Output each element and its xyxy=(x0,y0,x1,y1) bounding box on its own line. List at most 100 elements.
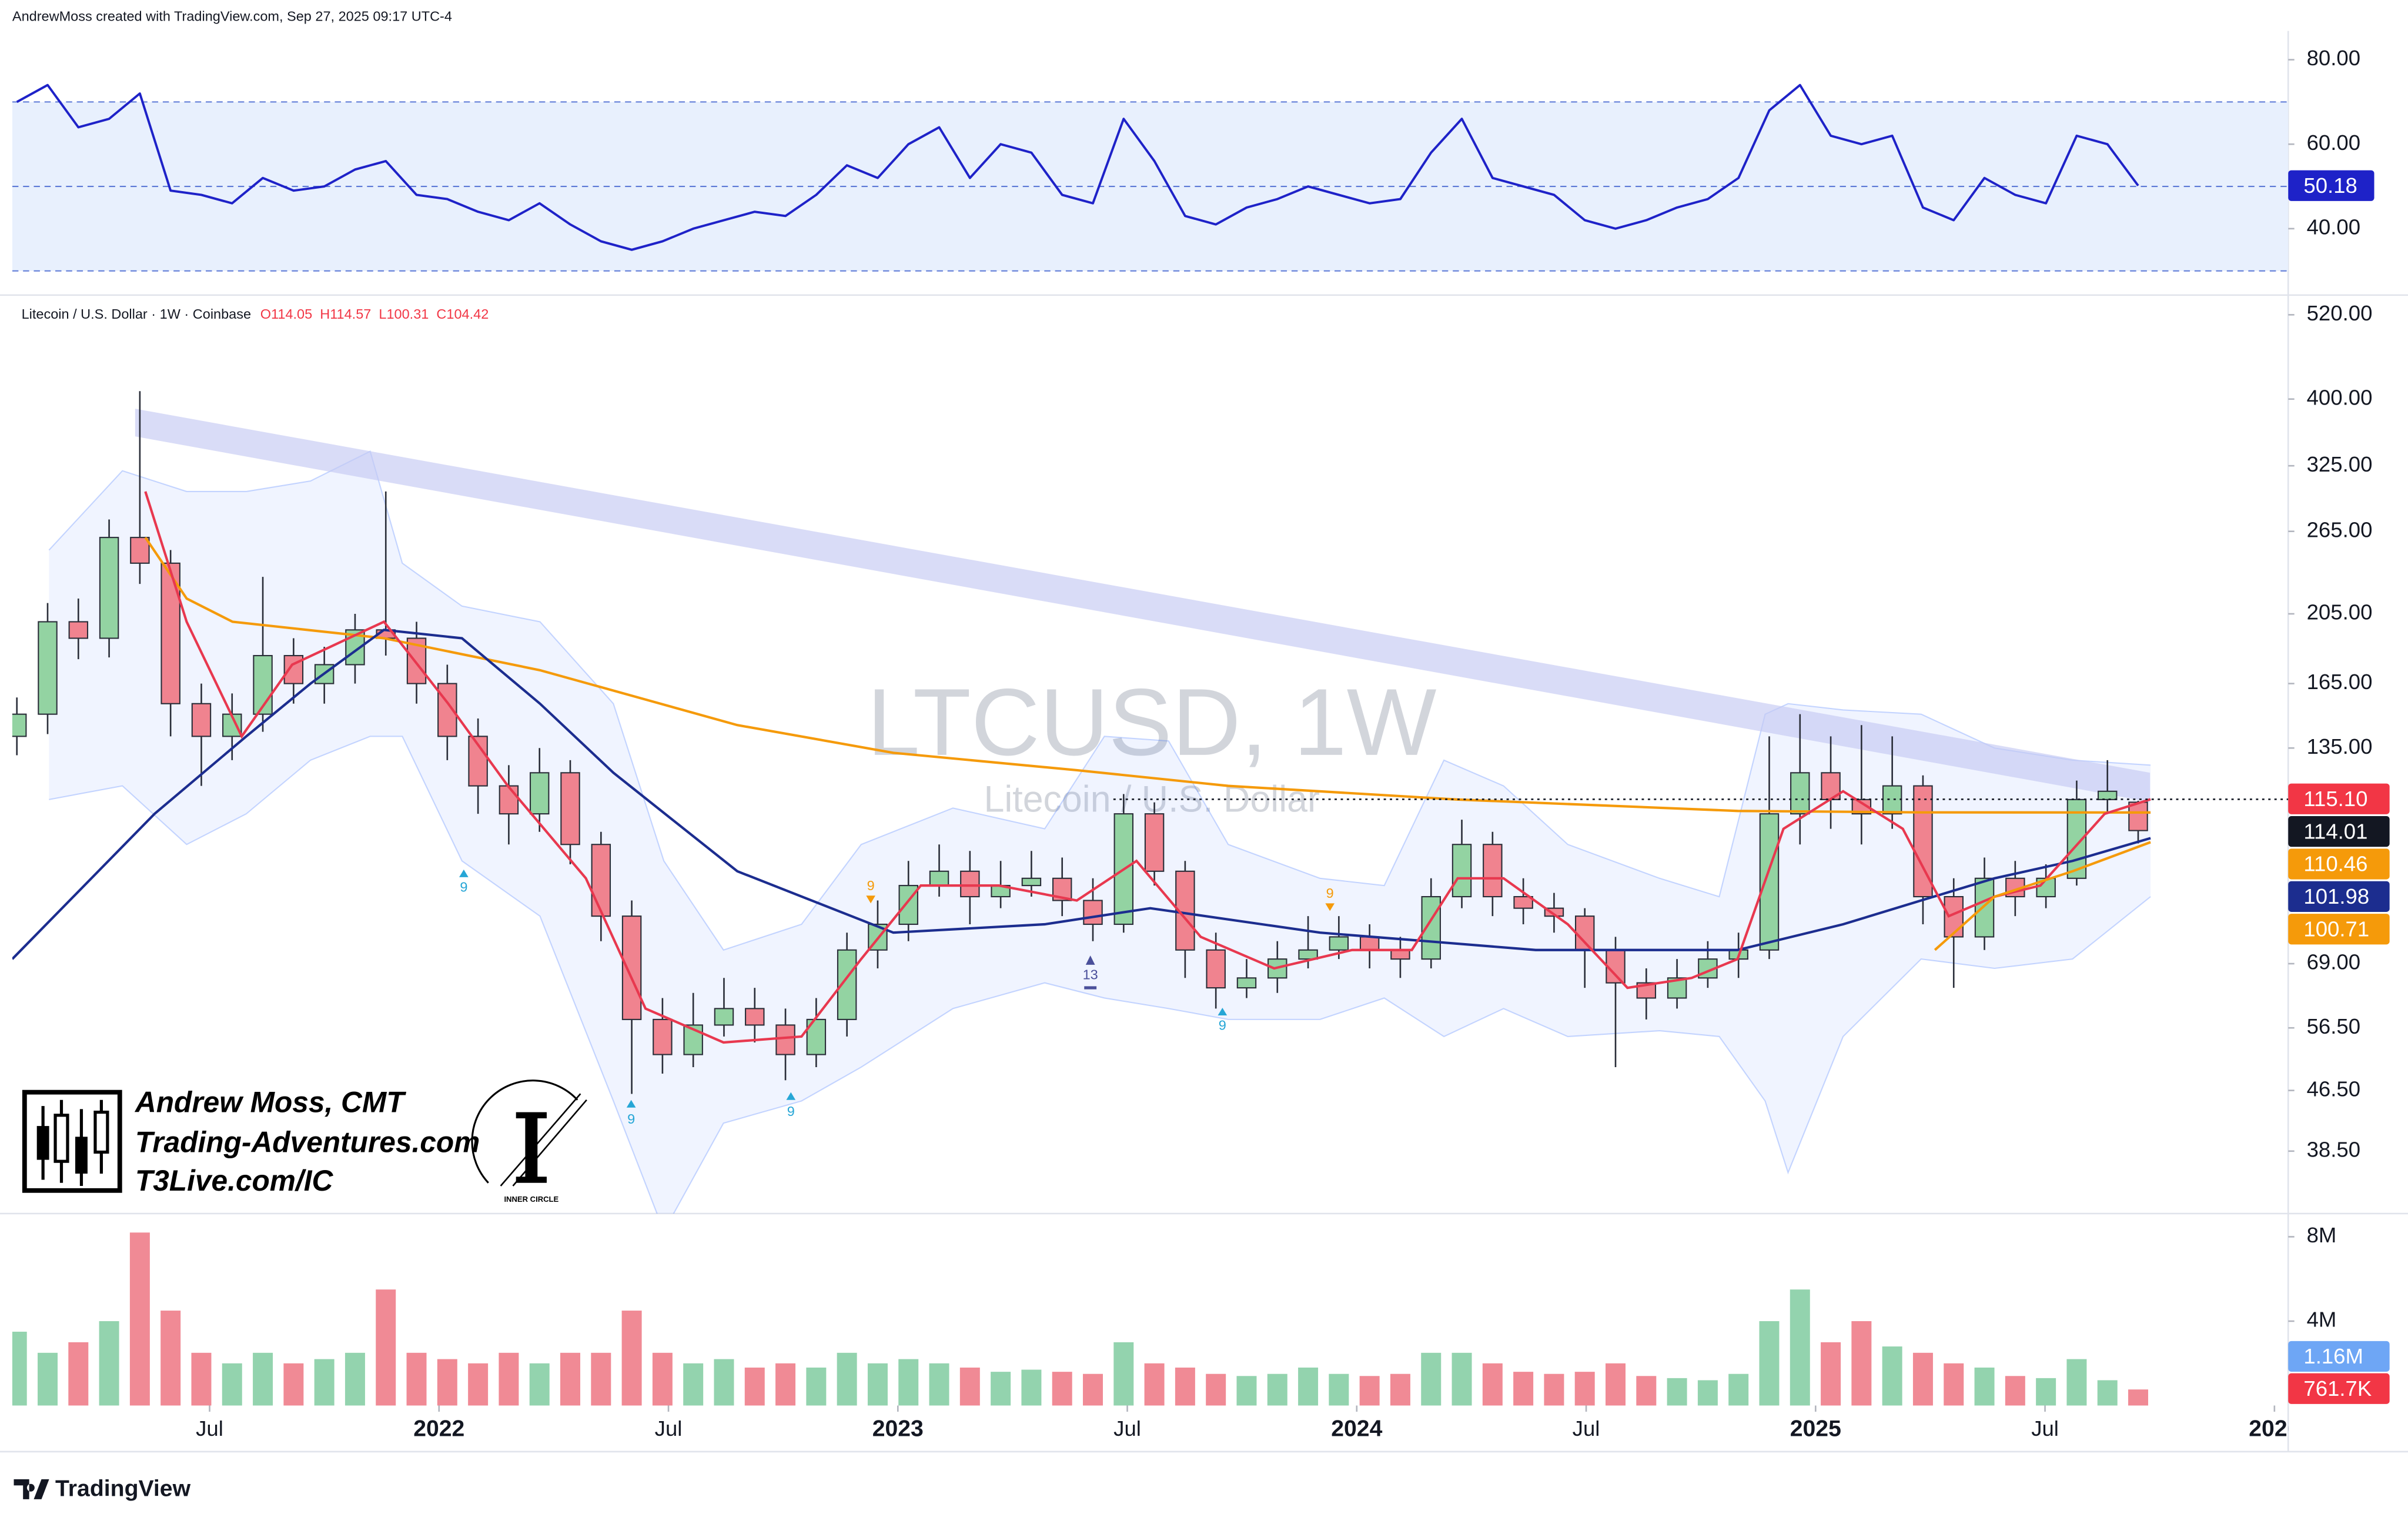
y-tick-label: 38.50 xyxy=(2307,1137,2361,1161)
td-label: 9 xyxy=(867,878,875,893)
volume-bar xyxy=(499,1352,519,1406)
price-label-bg xyxy=(2288,816,2390,847)
y-tick-label: 40.00 xyxy=(2307,215,2361,239)
candle-body xyxy=(1390,949,1410,960)
td-arrow xyxy=(1325,903,1335,911)
candle-body xyxy=(745,1008,765,1026)
y-tick-label: 265.00 xyxy=(2307,517,2373,542)
candle-body xyxy=(1083,900,1103,925)
candle-body xyxy=(191,703,212,737)
rsi-value-label: 50.18 xyxy=(2303,173,2357,198)
volume-bar xyxy=(38,1352,58,1406)
candle-body xyxy=(1574,915,1595,951)
legend-high: H114.57 xyxy=(320,306,371,322)
candle-body xyxy=(560,772,580,845)
candle-body xyxy=(1944,895,1964,938)
volume-bar xyxy=(68,1342,89,1406)
x-tick-label: Jul xyxy=(1113,1416,1141,1441)
volume-bar xyxy=(1298,1367,1319,1406)
candle-body xyxy=(1206,949,1226,989)
candle-body xyxy=(12,713,27,737)
td-label: 9 xyxy=(1219,1018,1226,1033)
volume-bar xyxy=(1821,1342,1841,1406)
volume-bar xyxy=(1206,1373,1226,1406)
brand-line: Andrew Moss, CMT xyxy=(134,1086,406,1119)
candle-body xyxy=(775,1024,795,1055)
price-label-bg xyxy=(2288,881,2390,912)
brand-line: T3Live.com/IC xyxy=(135,1164,334,1197)
volume-bar xyxy=(652,1352,673,1406)
y-tick-label: 8M xyxy=(2307,1223,2337,1247)
watermark-symbol: LTCUSD, 1W xyxy=(867,669,1437,776)
candle-body xyxy=(529,772,550,815)
badge-i xyxy=(516,1177,547,1183)
candle-body xyxy=(2097,790,2118,800)
volume-bar xyxy=(2005,1376,2025,1406)
volume-bar xyxy=(1574,1372,1595,1406)
candle-body xyxy=(714,1008,734,1026)
volume-bar xyxy=(1452,1352,1472,1406)
x-axis: Jul 2022 Jul 2023 Jul 2024 Jul 2025 Jul 2026 xyxy=(196,1405,2288,1442)
candle-body xyxy=(1329,936,1349,951)
volume-bar xyxy=(1175,1367,1195,1406)
brand-icon xyxy=(36,1126,49,1160)
volume-bar xyxy=(1544,1373,1564,1406)
candle-body xyxy=(1606,949,1626,984)
candle-body xyxy=(1359,936,1380,951)
td-arrow xyxy=(1085,955,1095,965)
volume-bar xyxy=(1021,1369,1042,1406)
band-area xyxy=(49,451,2151,1214)
volume-bar xyxy=(1790,1289,1810,1406)
volume-bar xyxy=(929,1363,949,1406)
candle-body xyxy=(1452,844,1472,898)
volume-bar xyxy=(529,1363,550,1406)
volume-bar xyxy=(898,1359,919,1406)
x-tick-label: Jul xyxy=(655,1416,683,1441)
price-label: 101.98 xyxy=(2303,884,2369,908)
volume-bar xyxy=(1513,1372,1534,1406)
volume-bar xyxy=(1636,1376,1657,1406)
volume-bar xyxy=(1759,1321,1780,1406)
candle-body xyxy=(99,537,119,639)
td-label: 9 xyxy=(787,1104,795,1119)
candle-body xyxy=(1759,813,1780,951)
candle-body xyxy=(621,915,642,1020)
candle-body xyxy=(499,785,519,815)
volume-bar xyxy=(406,1352,427,1406)
candle-body xyxy=(929,870,949,887)
legend-low: L100.31 xyxy=(379,306,429,322)
volume-bar xyxy=(1851,1321,1872,1406)
badge-line xyxy=(500,1093,581,1187)
volume-bar xyxy=(1329,1373,1349,1406)
y-tick-label: 46.50 xyxy=(2307,1077,2361,1101)
candle-body xyxy=(1882,785,1902,815)
td-arrow xyxy=(459,869,469,877)
candle-body xyxy=(68,621,89,639)
price-label-bg xyxy=(2288,914,2390,945)
td-label: 13 xyxy=(1083,967,1098,982)
candle-body xyxy=(1298,949,1318,960)
x-tick-label: 2025 xyxy=(1790,1416,1841,1442)
volume-bar xyxy=(591,1352,611,1406)
brand-icon xyxy=(93,1110,109,1154)
candle-body xyxy=(1483,844,1503,898)
candle-body xyxy=(653,1018,673,1055)
td-arrow xyxy=(866,895,875,904)
candle-body xyxy=(2128,801,2148,831)
volume-bar xyxy=(468,1363,489,1406)
volume-label-bg xyxy=(2288,1373,2390,1404)
volume-bar xyxy=(1697,1380,1718,1406)
volume-bar xyxy=(1482,1363,1503,1406)
volume-bar xyxy=(867,1363,888,1406)
volume-bar xyxy=(1052,1372,1072,1406)
volume-bar xyxy=(1882,1346,1902,1406)
volume-bar xyxy=(1667,1378,1687,1406)
badge-arc xyxy=(471,1080,578,1184)
legend: Litecoin / U.S. Dollar · 1W · Coinbase O1… xyxy=(22,306,489,322)
volume-bar xyxy=(1974,1367,1995,1406)
price-label: 100.71 xyxy=(2303,917,2369,941)
footer: TradingView xyxy=(14,1476,191,1502)
rsi-line xyxy=(16,83,2139,251)
legend-open: O114.05 xyxy=(260,306,312,322)
